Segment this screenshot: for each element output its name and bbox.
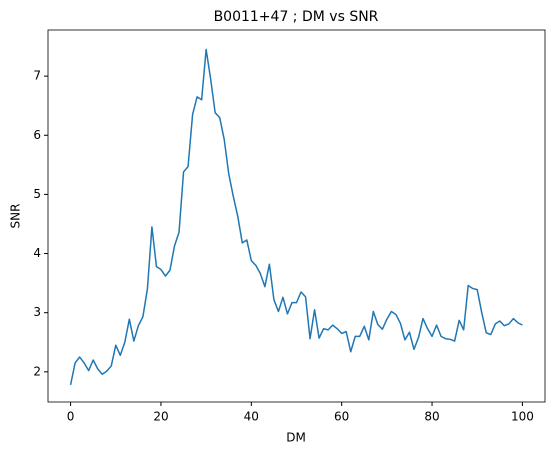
y-tick-label: 6 [33,128,41,142]
chart-title: B0011+47 ; DM vs SNR [214,9,379,25]
y-axis-label: SNR [9,204,23,229]
data-line [69,48,523,386]
x-tick-label: 80 [424,410,439,424]
x-axis-label: DM [286,431,306,445]
x-tick-label: 100 [511,410,534,424]
y-tick-label: 2 [33,364,41,378]
y-tick-label: 5 [33,187,41,201]
x-tick-label: 60 [334,410,349,424]
x-tick-label: 0 [67,410,75,424]
y-tick-label: 4 [33,246,41,260]
y-tick-label: 3 [33,305,41,319]
y-tick-label: 7 [33,69,41,83]
x-tick-label: 40 [244,410,259,424]
x-tick-label: 20 [153,410,168,424]
plot-frame [47,29,546,403]
